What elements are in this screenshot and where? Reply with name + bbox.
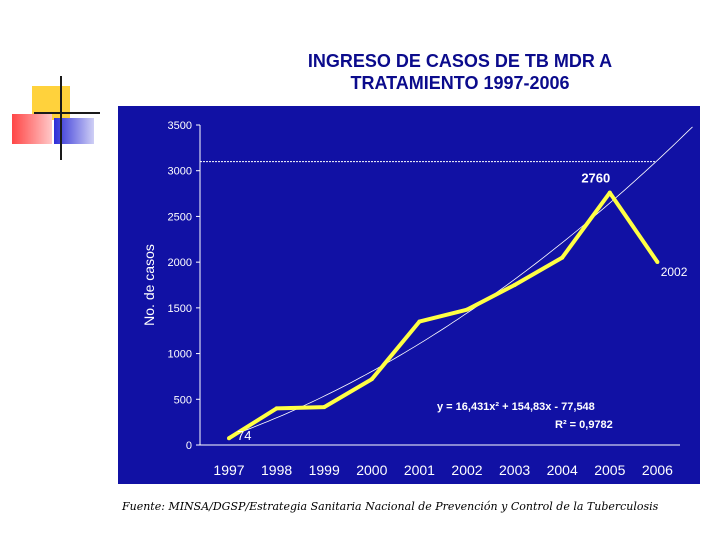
y-tick-label: 1000 — [168, 349, 192, 361]
plot-background — [118, 106, 700, 484]
data-point — [227, 436, 231, 441]
x-tick-label: 2005 — [594, 462, 625, 478]
y-tick-label: 3500 — [168, 120, 192, 132]
source-note: Fuente: MINSA/DGSP/Estrategia Sanitaria … — [122, 500, 659, 513]
x-tick-label: 2004 — [547, 462, 578, 478]
y-tick-label: 3000 — [168, 166, 192, 178]
data-point — [607, 190, 612, 195]
data-label: 2760 — [581, 171, 610, 186]
slide-title-line-1: INGRESO DE CASOS DE TB MDR A — [307, 51, 613, 71]
y-axis-label: No. de casos — [141, 244, 157, 326]
slide-title: INGRESO DE CASOS DE TB MDR A TRATAMIENTO… — [250, 50, 670, 94]
data-point — [560, 255, 565, 260]
data-point — [274, 406, 279, 411]
y-tick-label: 2500 — [168, 211, 192, 223]
trendline-equation: y = 16,431x² + 154,83x - 77,548 — [437, 401, 595, 413]
data-point — [369, 377, 374, 382]
data-label: 2002 — [661, 265, 688, 279]
y-tick-label: 1500 — [168, 303, 192, 315]
x-tick-label: 2006 — [642, 462, 673, 478]
data-point — [417, 319, 422, 324]
data-point — [655, 259, 660, 264]
y-tick-label: 2000 — [168, 257, 192, 269]
deco-vertical-line — [60, 76, 62, 160]
deco-horizontal-line — [34, 112, 100, 114]
data-label: 74 — [237, 428, 251, 443]
labels-group: 74 2760 2002 y = 16,431x² + 154,83x - 77,54… — [237, 171, 688, 444]
x-tick-label: 2002 — [451, 462, 482, 478]
x-tick-label: 2001 — [404, 462, 435, 478]
data-point — [512, 283, 517, 287]
deco-red-square — [12, 114, 52, 144]
y-tick-label: 500 — [174, 394, 192, 406]
x-tick-label: 1999 — [309, 462, 340, 478]
slide-title-line-2: TRATAMIENTO 1997-2006 — [350, 73, 570, 93]
data-point — [465, 307, 469, 312]
x-tick-label: 2000 — [356, 462, 387, 478]
x-tick-label: 1997 — [213, 462, 244, 478]
series-group — [227, 190, 660, 441]
trendline-r2: R² = 0,9782 — [555, 419, 613, 431]
chart-axes: 0 500 1000 1500 2000 2500 3000 3500 1997 1998 1999… — [141, 120, 680, 478]
series-line — [227, 190, 660, 440]
x-tick-label: 2003 — [499, 462, 530, 478]
data-point — [322, 405, 327, 410]
x-tick-label: 1998 — [261, 462, 292, 478]
y-tick-label: 0 — [186, 440, 192, 452]
